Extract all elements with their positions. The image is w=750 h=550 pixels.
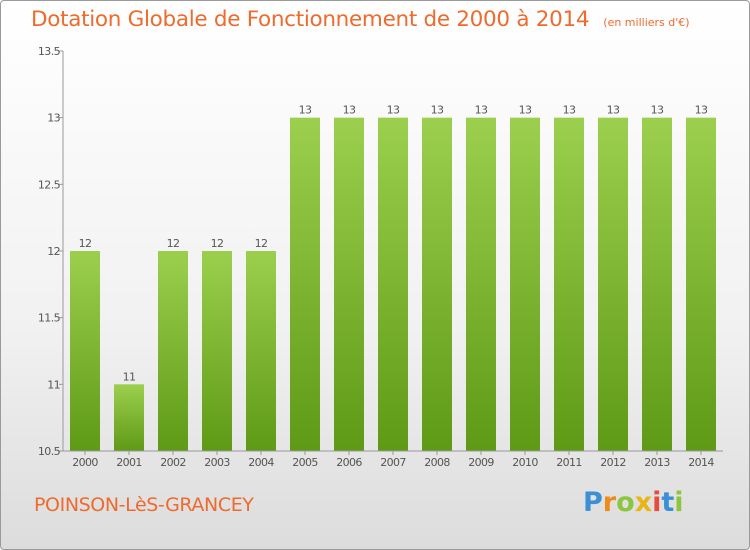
data-label: 13	[607, 104, 620, 117]
bar	[510, 117, 540, 452]
bar	[554, 117, 584, 452]
bar	[422, 117, 452, 452]
data-label: 13	[343, 104, 356, 117]
bar	[158, 251, 188, 451]
logo-letter: i	[674, 487, 684, 518]
bar	[466, 117, 496, 452]
data-label: 12	[211, 237, 224, 250]
bar	[114, 384, 144, 451]
y-tick-label: 11	[47, 378, 60, 391]
data-label: 12	[167, 237, 180, 250]
x-tick-label: 2012	[600, 456, 626, 469]
bar	[202, 251, 232, 451]
commune-name: POINSON-LèS-GRANCEY	[34, 494, 254, 516]
y-tick-label: 12	[47, 245, 60, 258]
x-tick-label: 2013	[644, 456, 670, 469]
x-tick-label: 2010	[512, 456, 538, 469]
proxiti-logo: Proxiti	[583, 487, 684, 518]
data-label: 13	[651, 104, 664, 117]
logo-letter: i	[652, 487, 662, 518]
x-tick-label: 2007	[380, 456, 406, 469]
bar	[686, 117, 716, 452]
x-tick-label: 2008	[424, 456, 450, 469]
data-label: 13	[563, 104, 576, 117]
x-tick-label: 2009	[468, 456, 494, 469]
data-label: 13	[387, 104, 400, 117]
data-label: 13	[299, 104, 312, 117]
bar	[70, 251, 100, 451]
y-tick-label: 13.5	[38, 45, 61, 58]
logo-letter: t	[661, 487, 675, 518]
bar	[246, 251, 276, 451]
x-tick-label: 2014	[688, 456, 714, 469]
data-label: 12	[255, 237, 268, 250]
y-tick-label: 11.5	[38, 312, 61, 325]
logo-letter: o	[616, 487, 635, 518]
data-label: 13	[519, 104, 532, 117]
logo-letter: P	[583, 487, 603, 518]
chart-title: Dotation Globale de Fonctionnement de 20…	[31, 7, 690, 32]
x-tick-label: 2011	[556, 456, 582, 469]
x-tick-label: 2006	[336, 456, 362, 469]
y-tick-label: 10.5	[38, 445, 61, 458]
data-label: 13	[695, 104, 708, 117]
bar	[598, 117, 628, 452]
data-label: 12	[79, 237, 92, 250]
y-tick-label: 12.5	[38, 178, 61, 191]
data-label: 11	[123, 370, 136, 383]
data-label: 13	[431, 104, 444, 117]
data-label: 13	[475, 104, 488, 117]
chart-title-text: Dotation Globale de Fonctionnement de 20…	[31, 7, 590, 32]
x-tick-label: 2000	[72, 456, 98, 469]
x-tick-label: 2002	[160, 456, 186, 469]
x-tick-label: 2003	[204, 456, 230, 469]
bar	[290, 117, 320, 452]
bar	[378, 117, 408, 452]
logo-letter: x	[634, 487, 653, 518]
chart-subtitle: (en milliers d'€)	[603, 16, 690, 29]
logo-letter: r	[602, 487, 617, 518]
x-tick-label: 2001	[116, 456, 142, 469]
plot-area: 10.5 11 11.5 12 12.5 13 13.5 12 2000 11 2001 12 2002…	[38, 45, 723, 469]
bar	[334, 117, 364, 452]
x-tick-label: 2004	[248, 456, 274, 469]
y-tick-label: 13	[47, 112, 60, 125]
x-tick-label: 2005	[292, 456, 318, 469]
bar	[642, 117, 672, 452]
